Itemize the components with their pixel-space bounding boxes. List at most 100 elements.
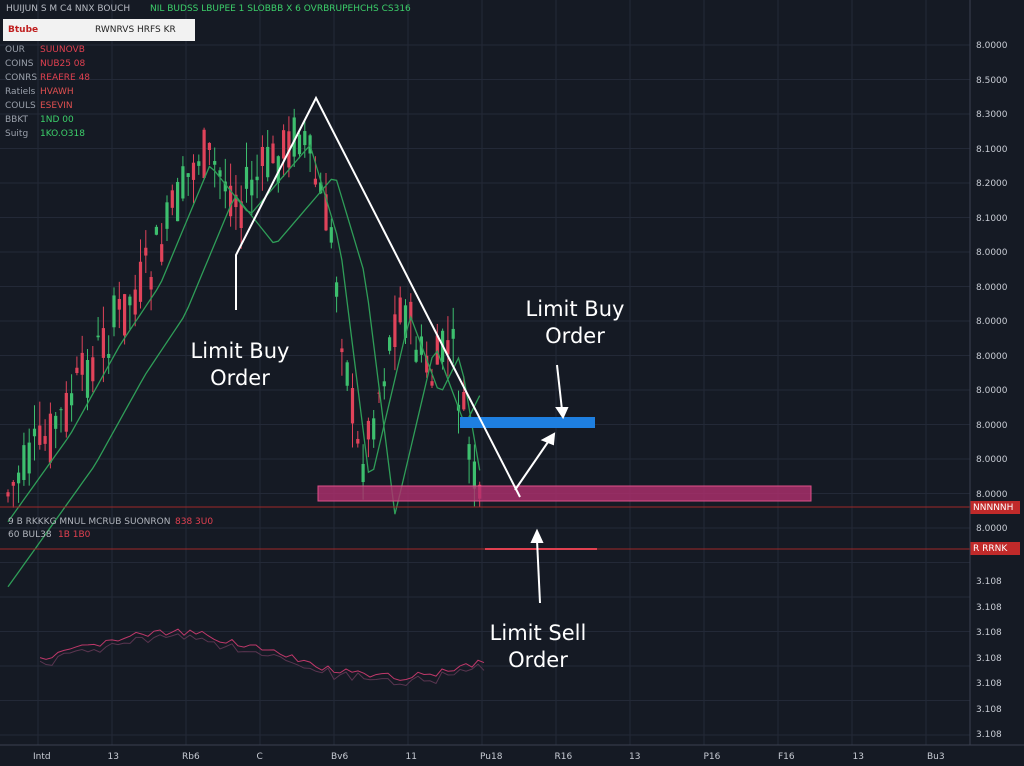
candle-body <box>335 282 339 297</box>
candle-body <box>467 444 471 460</box>
time-label: P16 <box>703 752 721 762</box>
info-value: NUB25 08 <box>40 59 86 69</box>
price-label: 8.0000 <box>976 489 1008 500</box>
annotation-line: Limit Buy <box>190 339 290 363</box>
candle-body <box>38 425 42 445</box>
candle-body <box>191 162 196 180</box>
buy-zone <box>460 417 595 428</box>
candle-body <box>160 244 164 262</box>
candle-body <box>324 194 328 231</box>
oscillator <box>39 633 485 687</box>
annotation: Limit Buy Order <box>170 338 310 392</box>
time-label: 11 <box>405 752 417 762</box>
info-key: Suitg <box>5 129 29 139</box>
candle-body <box>382 381 386 387</box>
candle-body <box>181 166 185 199</box>
candle-body <box>345 362 349 386</box>
candle-body <box>197 161 201 166</box>
candle-body <box>372 418 376 440</box>
candle-body <box>117 298 121 310</box>
price-label: 8.0000 <box>976 386 1008 396</box>
candle-body <box>297 134 302 155</box>
candle-body <box>112 295 116 328</box>
price-label: 8.0000 <box>976 524 1008 534</box>
lower-label: 3.108 <box>976 679 1002 689</box>
candle-body <box>250 179 254 196</box>
candle-body <box>234 194 238 208</box>
sell-zone <box>317 485 812 502</box>
indicator-label: 60 BUL38 <box>8 530 52 540</box>
candle-body <box>319 182 323 194</box>
trend-lines <box>235 95 521 498</box>
candle-body <box>22 445 26 480</box>
candle-body <box>377 392 381 394</box>
badge: Btube <box>8 25 39 35</box>
candle-body <box>17 472 21 484</box>
price-label: 8.3000 <box>976 110 1008 120</box>
ticker: RWNRVS HRFS KR <box>95 25 176 35</box>
candle-body <box>128 296 132 306</box>
info-key: Ratiels <box>5 87 36 97</box>
annotation-line: Limit Sell <box>489 621 587 645</box>
candle-body <box>366 420 370 440</box>
price-label: 8.0000 <box>976 420 1008 431</box>
candle-body <box>165 202 169 229</box>
time-label: F16 <box>778 752 795 762</box>
candle-body <box>472 461 476 489</box>
annotation-line: Order <box>508 648 568 672</box>
time-label: Pu18 <box>480 752 503 762</box>
annotation-line: Order <box>545 324 605 348</box>
candle-body <box>229 185 233 217</box>
candle-body <box>176 181 180 222</box>
price-label: 8.1000 <box>976 213 1008 224</box>
candle-body <box>398 297 402 323</box>
time-label: Bu3 <box>927 752 945 762</box>
price-tag <box>970 501 1020 514</box>
time-label: C <box>256 752 263 762</box>
candle-body <box>170 190 174 208</box>
annotation: Limit Buy Order <box>505 296 645 350</box>
candle-body <box>329 227 333 243</box>
lower-label: 3.108 <box>976 653 1002 664</box>
price-label: 8.0000 <box>976 455 1008 465</box>
lower-label: 3.108 <box>976 704 1002 715</box>
candle-body <box>48 413 52 463</box>
candle-body <box>207 142 211 150</box>
price-label: 8.2000 <box>976 179 1008 189</box>
candle-body <box>430 381 434 386</box>
candle-body <box>75 367 79 374</box>
candle-body <box>244 166 249 189</box>
candle-body <box>271 143 275 164</box>
candle-body <box>202 129 206 178</box>
search-box[interactable] <box>3 19 195 41</box>
arrows <box>514 364 569 604</box>
candle-body <box>266 146 270 178</box>
time-label: R16 <box>554 752 573 762</box>
candle-body <box>138 261 143 302</box>
candle-body <box>276 156 280 183</box>
indicator-label: 1B 1B0 <box>58 530 91 540</box>
time-label: Intd <box>33 752 51 762</box>
candle-body <box>451 328 455 339</box>
candle-body <box>260 146 264 167</box>
candle-body <box>255 176 259 181</box>
candle-body <box>54 415 58 429</box>
time-label: Bv6 <box>331 752 349 762</box>
candle-body <box>462 391 466 410</box>
lower-label: 3.108 <box>976 730 1002 740</box>
info-key: COINS <box>5 59 34 69</box>
candle-body <box>59 409 63 411</box>
candle-body <box>403 305 408 338</box>
candle-body <box>144 247 148 256</box>
candle-body <box>388 337 392 351</box>
price-label: 8.0000 <box>976 248 1008 258</box>
annotation-line: Limit Buy <box>525 297 625 321</box>
candle-body <box>350 388 355 424</box>
candle-body <box>361 463 365 483</box>
candle-body <box>27 442 31 474</box>
price-tag-label: R RRNK <box>973 544 1008 554</box>
info-value: REAERE 48 <box>40 73 91 83</box>
time-label: 13 <box>629 752 641 762</box>
